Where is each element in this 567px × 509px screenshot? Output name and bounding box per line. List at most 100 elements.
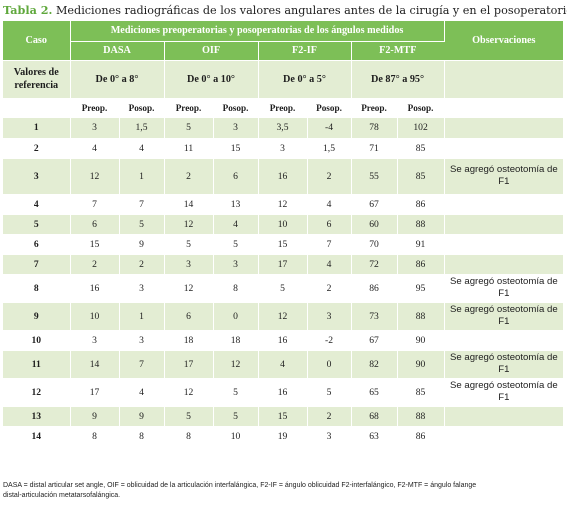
table-row: 7 2 2 3 3 17 4 72 86 xyxy=(3,254,564,275)
posop-value: 6 xyxy=(213,158,259,195)
preop-value: 5 xyxy=(258,274,308,303)
table-row: 8 16 3 12 8 5 2 86 95 Se agregó osteotomía de F1 xyxy=(3,274,564,303)
preop-value: 12 xyxy=(164,214,214,235)
posop-value: 95 xyxy=(397,274,445,303)
table-row: 2 4 4 11 15 3 1,5 71 85 xyxy=(3,138,564,159)
preop-value: 65 xyxy=(351,378,398,407)
case-number: 11 xyxy=(3,350,71,379)
observation-note xyxy=(444,194,564,215)
observation-note: Se agregó osteotomía de F1 xyxy=(444,350,564,379)
posop-value: 5 xyxy=(213,234,259,255)
measurements-table: Caso Mediciones preoperatorias y posoper… xyxy=(3,21,564,447)
reference-f2-if: De 0° a 5° xyxy=(258,60,352,98)
preop-value: 2 xyxy=(70,254,120,275)
preop-value: 6 xyxy=(164,302,214,331)
table-title: Mediciones radiográficas de los valores … xyxy=(55,4,567,17)
posop-value: 0 xyxy=(307,350,352,379)
reference-row: Valores de referencia De 0° a 8° De 0° a… xyxy=(3,60,564,98)
posop-value: 2 xyxy=(307,406,352,427)
preop-value: 4 xyxy=(258,350,308,379)
preop-value: 16 xyxy=(258,378,308,407)
preop-value: 82 xyxy=(351,350,398,379)
preop-value: 17 xyxy=(70,378,120,407)
header-measure-f2-if: F2-IF xyxy=(258,41,352,61)
preop-value: 55 xyxy=(351,158,398,195)
posop-value: 2 xyxy=(307,158,352,195)
posop-value: 86 xyxy=(397,426,445,447)
posop-value: 88 xyxy=(397,406,445,427)
header-row-1: Caso Mediciones preoperatorias y posoper… xyxy=(3,21,564,61)
reference-dasa: De 0° a 8° xyxy=(70,60,165,98)
preop-value: 12 xyxy=(258,194,308,215)
case-number: 13 xyxy=(3,406,71,427)
table-row: 5 6 5 12 4 10 6 60 88 xyxy=(3,214,564,235)
posop-value: 90 xyxy=(397,330,445,351)
posop-value: 4 xyxy=(213,214,259,235)
preop-value: 60 xyxy=(351,214,398,235)
preop-value: 3 xyxy=(164,254,214,275)
case-number: 5 xyxy=(3,214,71,235)
preop-value: 19 xyxy=(258,426,308,447)
preop-value: 5 xyxy=(164,234,214,255)
subheader-preop: Preop. xyxy=(70,98,120,118)
preop-value: 67 xyxy=(351,194,398,215)
preop-value: 17 xyxy=(258,254,308,275)
table-row: 9 10 1 6 0 12 3 73 88 Se agregó osteotomía de F1 xyxy=(3,302,564,331)
posop-value: 90 xyxy=(397,350,445,379)
case-number: 14 xyxy=(3,426,71,447)
preop-value: 16 xyxy=(258,330,308,351)
case-number: 12 xyxy=(3,378,71,407)
posop-value: 3 xyxy=(307,302,352,331)
posop-value: 8 xyxy=(119,426,165,447)
posop-value: 1 xyxy=(119,302,165,331)
table-footnote: DASA = distal articular set angle, OIF =… xyxy=(3,481,565,500)
subheader-posop: Posop. xyxy=(397,98,445,118)
preop-value: 7 xyxy=(70,194,120,215)
posop-value: 85 xyxy=(397,158,445,195)
posop-value: 5 xyxy=(119,214,165,235)
posop-value: -4 xyxy=(307,118,352,139)
header-measure-dasa: DASA xyxy=(70,41,165,61)
posop-value: 102 xyxy=(397,118,445,139)
preop-value: 72 xyxy=(351,254,398,275)
preop-value: 3,5 xyxy=(258,118,308,139)
observation-note xyxy=(444,330,564,351)
case-number: 8 xyxy=(3,274,71,303)
observation-note xyxy=(444,406,564,427)
preop-value: 18 xyxy=(164,330,214,351)
observation-note xyxy=(444,426,564,447)
subheader-empty xyxy=(3,98,71,118)
posop-value: 85 xyxy=(397,138,445,159)
observation-note: Se agregó osteotomía de F1 xyxy=(444,158,564,195)
posop-value: 3 xyxy=(213,254,259,275)
table-row: 1 3 1,5 5 3 3,5 -4 78 102 xyxy=(3,118,564,139)
posop-value: 15 xyxy=(213,138,259,159)
table-label: Tabla 2. xyxy=(3,3,53,17)
observation-note xyxy=(444,254,564,275)
preop-value: 11 xyxy=(164,138,214,159)
posop-value: 13 xyxy=(213,194,259,215)
table-row: 13 9 9 5 5 15 2 68 88 xyxy=(3,406,564,427)
posop-value: 6 xyxy=(307,214,352,235)
posop-value: 2 xyxy=(119,254,165,275)
subheader-posop: Posop. xyxy=(119,98,165,118)
preop-value: 67 xyxy=(351,330,398,351)
posop-value: 1 xyxy=(119,158,165,195)
table-row: 3 12 1 2 6 16 2 55 85 Se agregó osteotomía de F1 xyxy=(3,158,564,195)
posop-value: 91 xyxy=(397,234,445,255)
preop-value: 68 xyxy=(351,406,398,427)
preop-value: 14 xyxy=(70,350,120,379)
posop-value: 3 xyxy=(119,330,165,351)
observation-note xyxy=(444,234,564,255)
preop-value: 3 xyxy=(70,330,120,351)
preop-value: 10 xyxy=(70,302,120,331)
case-number: 7 xyxy=(3,254,71,275)
table-row: 14 8 8 8 10 19 3 63 86 xyxy=(3,426,564,447)
posop-value: 12 xyxy=(213,350,259,379)
posop-value: 7 xyxy=(119,350,165,379)
preop-value: 8 xyxy=(164,426,214,447)
preop-value: 17 xyxy=(164,350,214,379)
header-measure-f2-mtf: F2-MTF xyxy=(351,41,445,61)
preop-value: 14 xyxy=(164,194,214,215)
subheader-obs-empty xyxy=(444,98,563,118)
